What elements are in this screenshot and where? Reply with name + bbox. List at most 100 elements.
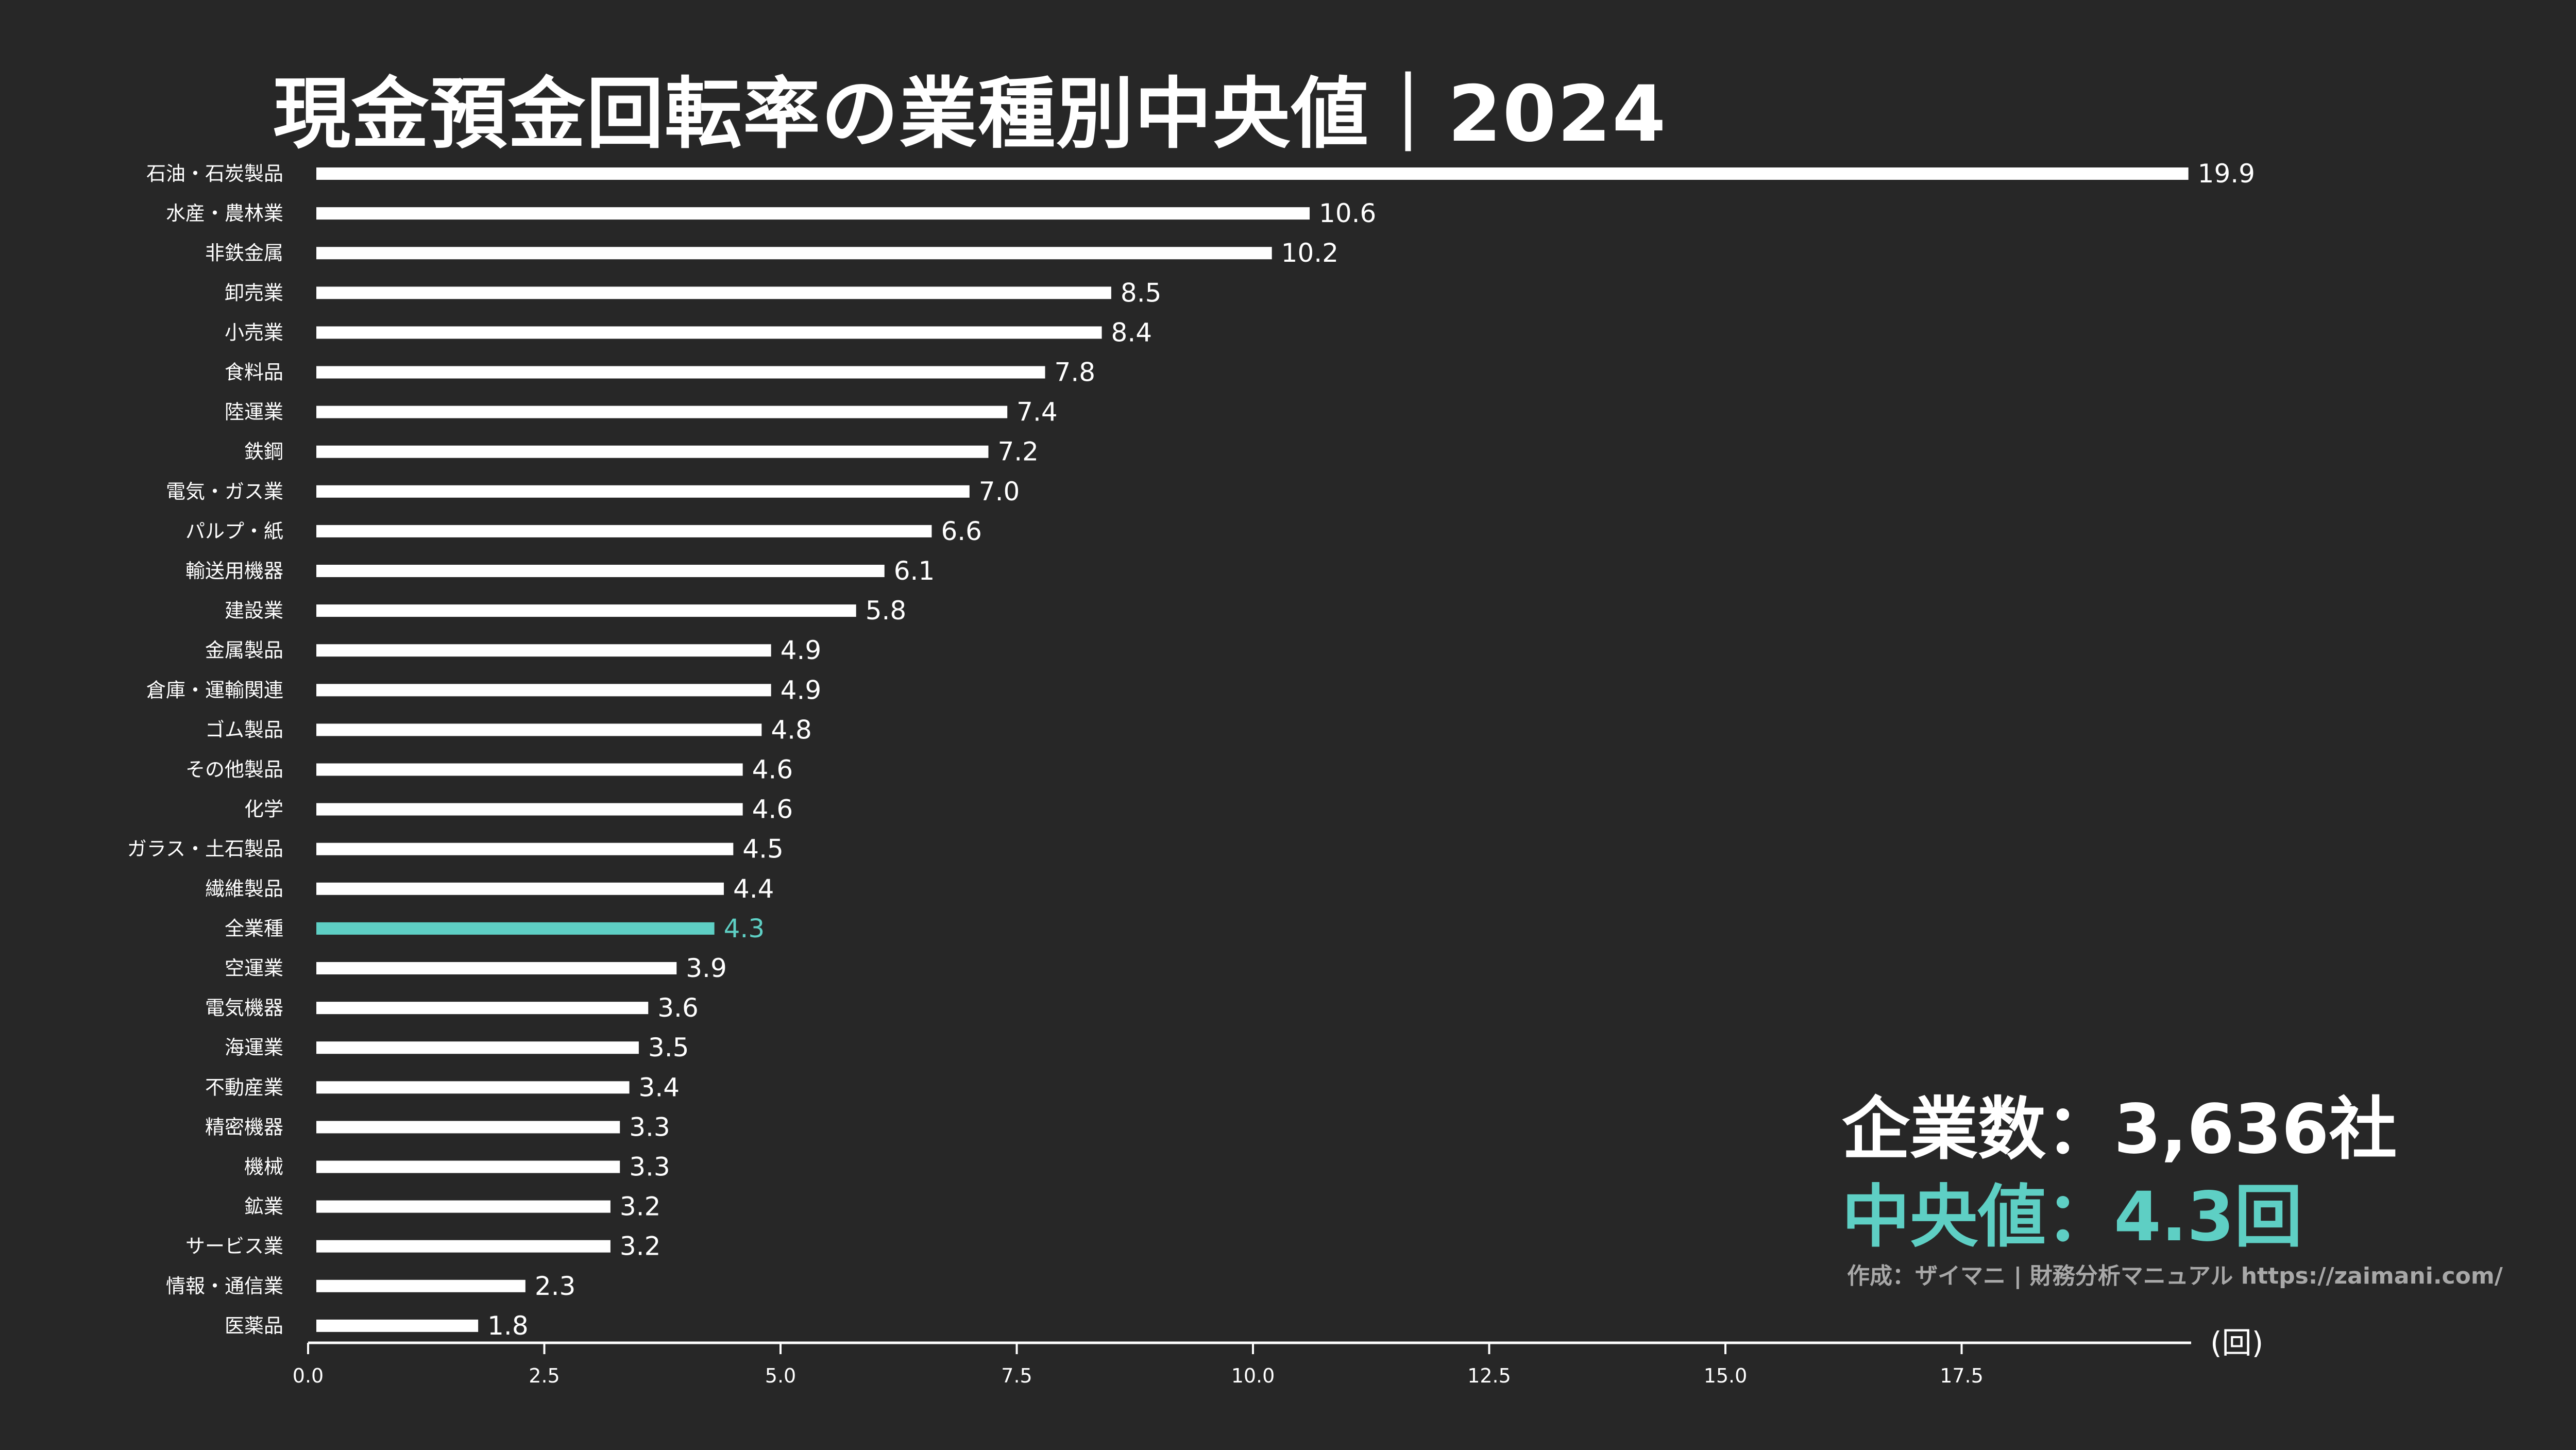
bar xyxy=(316,1041,639,1054)
bar xyxy=(316,565,885,577)
value-label: 3.4 xyxy=(639,1072,680,1102)
bar xyxy=(316,485,970,498)
value-label: 7.2 xyxy=(997,437,1039,467)
value-label: 4.6 xyxy=(752,795,793,824)
value-label: 4.5 xyxy=(742,834,784,864)
x-tick-label: 0.0 xyxy=(293,1364,324,1387)
category-label: パルプ・紙 xyxy=(185,520,283,543)
category-label: 医薬品 xyxy=(225,1314,283,1337)
value-label: 7.0 xyxy=(979,477,1020,507)
value-label: 5.8 xyxy=(866,596,907,626)
value-label: 4.8 xyxy=(771,715,812,745)
bar xyxy=(316,604,856,617)
bar xyxy=(316,366,1045,379)
x-tick-label: 2.5 xyxy=(529,1364,560,1387)
bar xyxy=(316,1002,649,1015)
bar xyxy=(316,326,1102,339)
bar xyxy=(316,406,1008,418)
category-label: 電気・ガス業 xyxy=(166,480,283,503)
bar xyxy=(316,1081,630,1094)
bar xyxy=(316,1200,611,1213)
category-label: 電気機器 xyxy=(205,997,283,1019)
bar xyxy=(316,723,762,736)
bar xyxy=(316,1240,611,1253)
bar xyxy=(316,763,743,776)
category-label: 不動産業 xyxy=(205,1076,283,1099)
category-label: サービス業 xyxy=(185,1235,283,1258)
value-label: 4.9 xyxy=(781,675,822,705)
x-tick-label: 10.0 xyxy=(1231,1364,1275,1387)
value-label: 3.3 xyxy=(629,1152,670,1182)
x-tick-label: 5.0 xyxy=(765,1364,796,1387)
value-label: 4.6 xyxy=(752,755,793,785)
category-label: 繊維製品 xyxy=(205,878,283,900)
bar xyxy=(316,803,743,816)
category-label: 情報・通信業 xyxy=(166,1275,283,1297)
x-tick-label: 12.5 xyxy=(1467,1364,1511,1387)
value-label: 10.2 xyxy=(1281,238,1338,268)
value-label: 3.6 xyxy=(657,993,699,1023)
bar xyxy=(316,1121,620,1134)
category-label: 海運業 xyxy=(225,1036,283,1059)
value-label: 4.4 xyxy=(733,874,774,904)
category-label: 建設業 xyxy=(225,599,283,622)
value-label: 7.8 xyxy=(1055,358,1096,387)
x-tick-label: 17.5 xyxy=(1940,1364,1984,1387)
bar xyxy=(316,247,1272,260)
category-label: 食料品 xyxy=(225,361,283,384)
category-label: 全業種 xyxy=(225,917,283,940)
company-count-stat: 企業数：3,636社 xyxy=(1842,1090,2397,1169)
category-label: その他製品 xyxy=(185,758,283,781)
x-tick-label: 15.0 xyxy=(1704,1364,1748,1387)
value-label: 8.5 xyxy=(1121,278,1162,308)
category-label: 化学 xyxy=(244,798,283,821)
bar xyxy=(316,684,771,697)
bar xyxy=(316,1319,479,1332)
bar xyxy=(316,207,1310,220)
value-label: 4.3 xyxy=(724,914,765,943)
category-label: 非鉄金属 xyxy=(205,242,283,264)
value-label: 6.6 xyxy=(941,516,982,546)
category-label: 輸送用機器 xyxy=(185,560,283,582)
bar xyxy=(316,842,734,855)
bar xyxy=(316,962,677,974)
value-label: 7.4 xyxy=(1016,397,1058,427)
value-label: 19.9 xyxy=(2198,159,2255,189)
bar xyxy=(316,525,932,537)
category-label: 陸運業 xyxy=(225,401,283,424)
category-label: 水産・農林業 xyxy=(166,202,283,225)
x-axis-unit-label: (回) xyxy=(2210,1325,2263,1360)
category-label: 倉庫・運輸関連 xyxy=(146,679,283,701)
value-label: 3.2 xyxy=(620,1192,661,1222)
category-label: 鉱業 xyxy=(244,1195,283,1218)
category-label: ガラス・土石製品 xyxy=(127,838,283,861)
x-tick-label: 7.5 xyxy=(1001,1364,1032,1387)
category-label: 精密機器 xyxy=(205,1116,283,1138)
bar xyxy=(316,445,989,458)
value-label: 2.3 xyxy=(535,1271,576,1301)
bar xyxy=(316,882,724,895)
category-label: 石油・石炭製品 xyxy=(146,162,283,185)
bar xyxy=(316,922,715,935)
value-label: 8.4 xyxy=(1111,317,1153,347)
category-label: ゴム製品 xyxy=(205,718,283,741)
value-label: 1.8 xyxy=(487,1311,529,1341)
category-label: 金属製品 xyxy=(205,639,283,662)
category-label: 鉄鋼 xyxy=(244,441,283,463)
bar xyxy=(316,1160,620,1173)
category-label: 機械 xyxy=(244,1156,283,1178)
value-label: 3.3 xyxy=(629,1112,670,1142)
bar xyxy=(316,286,1111,299)
value-label: 4.9 xyxy=(781,635,822,665)
category-label: 小売業 xyxy=(225,321,283,344)
category-label: 卸売業 xyxy=(225,281,283,304)
value-label: 6.1 xyxy=(894,556,935,586)
bar xyxy=(316,1279,526,1292)
value-label: 3.5 xyxy=(648,1033,689,1063)
credit-text: 作成：ザイマニ | 財務分析マニュアル https://zaimani.com/ xyxy=(1847,1263,2503,1289)
bar xyxy=(316,644,771,657)
category-label: 空運業 xyxy=(225,957,283,980)
bar xyxy=(316,167,2189,180)
median-stat: 中央値：4.3回 xyxy=(1842,1177,2302,1257)
